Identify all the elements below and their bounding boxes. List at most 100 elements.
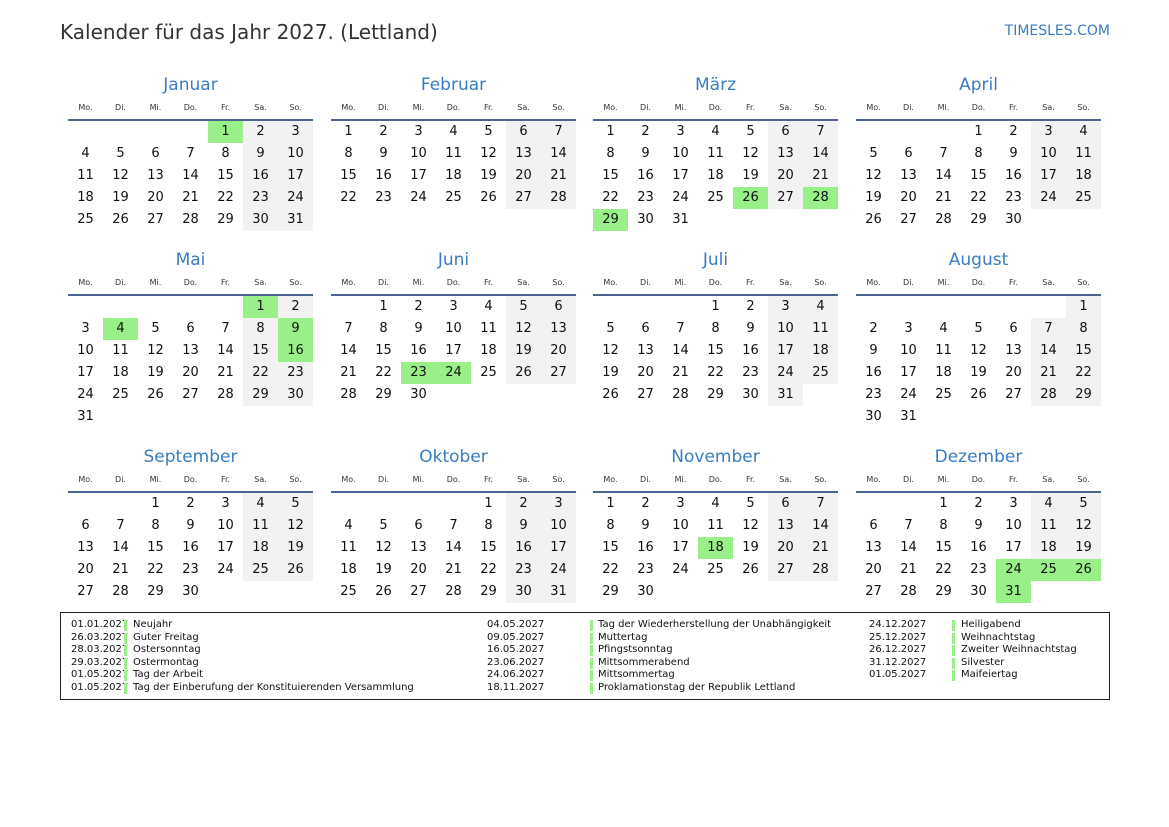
day-cell[interactable]: 3 <box>676 124 685 139</box>
day-cell[interactable]: 13 <box>506 143 541 165</box>
day-cell[interactable]: 12 <box>1066 515 1101 537</box>
day-cell[interactable]: 14 <box>541 143 576 165</box>
day-cell[interactable]: 12 <box>742 518 759 533</box>
day-cell[interactable]: 13 <box>77 540 94 555</box>
day-cell[interactable]: 21 <box>340 365 357 380</box>
day-cell[interactable]: 29 <box>602 584 619 599</box>
day-cell[interactable]: 10 <box>768 318 803 340</box>
day-cell[interactable]: 20 <box>77 562 94 577</box>
day-cell[interactable]: 6 <box>506 121 541 143</box>
day-cell[interactable]: 3 <box>1031 121 1066 143</box>
day-cell[interactable]: 14 <box>182 168 199 183</box>
day-cell[interactable]: 8 <box>606 146 615 161</box>
day-cell[interactable]: 6 <box>1009 321 1018 336</box>
day-cell[interactable]: 23 <box>865 387 882 402</box>
day-cell[interactable]: 1 <box>939 496 948 511</box>
day-cell[interactable]: 18 <box>445 168 462 183</box>
day-cell[interactable]: 27 <box>147 212 164 227</box>
day-cell[interactable]: 17 <box>1005 540 1022 555</box>
day-cell[interactable]: 18 <box>243 537 278 559</box>
day-cell[interactable]: 18 <box>112 365 129 380</box>
day-cell[interactable]: 11 <box>935 343 952 358</box>
day-cell[interactable]: 23 <box>742 365 759 380</box>
day-cell[interactable]: 5 <box>151 321 160 336</box>
day-cell[interactable]: 10 <box>1005 518 1022 533</box>
day-cell[interactable]: 8 <box>344 146 353 161</box>
day-cell[interactable]: 27 <box>1005 387 1022 402</box>
day-cell[interactable]: 11 <box>77 168 94 183</box>
day-cell[interactable]: 3 <box>81 321 90 336</box>
day-cell[interactable]: 15 <box>147 540 164 555</box>
holiday-day-cell[interactable]: 18 <box>698 537 733 559</box>
day-cell[interactable]: 16 <box>742 343 759 358</box>
day-cell[interactable]: 5 <box>506 296 541 318</box>
day-cell[interactable]: 19 <box>970 365 987 380</box>
day-cell[interactable]: 22 <box>602 190 619 205</box>
day-cell[interactable]: 12 <box>480 146 497 161</box>
day-cell[interactable]: 28 <box>803 559 838 581</box>
day-cell[interactable]: 30 <box>637 212 654 227</box>
day-cell[interactable]: 14 <box>340 343 357 358</box>
day-cell[interactable]: 12 <box>375 540 392 555</box>
day-cell[interactable]: 24 <box>541 559 576 581</box>
day-cell[interactable]: 30 <box>970 584 987 599</box>
day-cell[interactable]: 24 <box>672 190 689 205</box>
day-cell[interactable]: 28 <box>340 387 357 402</box>
day-cell[interactable]: 13 <box>541 318 576 340</box>
day-cell[interactable]: 15 <box>602 168 619 183</box>
day-cell[interactable]: 26 <box>480 190 497 205</box>
holiday-day-cell[interactable]: 24 <box>996 559 1031 581</box>
day-cell[interactable]: 11 <box>1031 515 1066 537</box>
day-cell[interactable]: 25 <box>707 190 724 205</box>
day-cell[interactable]: 4 <box>803 296 838 318</box>
day-cell[interactable]: 1 <box>344 124 353 139</box>
day-cell[interactable]: 16 <box>506 537 541 559</box>
day-cell[interactable]: 11 <box>340 540 357 555</box>
day-cell[interactable]: 28 <box>900 584 917 599</box>
day-cell[interactable]: 27 <box>410 584 427 599</box>
day-cell[interactable]: 3 <box>1009 496 1018 511</box>
day-cell[interactable]: 1 <box>379 299 388 314</box>
day-cell[interactable]: 20 <box>506 165 541 187</box>
day-cell[interactable]: 29 <box>375 387 392 402</box>
day-cell[interactable]: 13 <box>147 168 164 183</box>
day-cell[interactable]: 1 <box>606 496 615 511</box>
day-cell[interactable]: 12 <box>602 343 619 358</box>
day-cell[interactable]: 4 <box>81 146 90 161</box>
day-cell[interactable]: 5 <box>746 496 755 511</box>
day-cell[interactable]: 15 <box>375 343 392 358</box>
day-cell[interactable]: 21 <box>803 165 838 187</box>
day-cell[interactable]: 21 <box>935 190 952 205</box>
day-cell[interactable]: 1 <box>1066 296 1101 318</box>
day-cell[interactable]: 17 <box>445 343 462 358</box>
day-cell[interactable]: 20 <box>768 165 803 187</box>
day-cell[interactable]: 27 <box>506 187 541 209</box>
day-cell[interactable]: 18 <box>340 562 357 577</box>
day-cell[interactable]: 11 <box>445 146 462 161</box>
day-cell[interactable]: 31 <box>541 581 576 603</box>
day-cell[interactable]: 17 <box>672 540 689 555</box>
day-cell[interactable]: 26 <box>506 362 541 384</box>
day-cell[interactable]: 5 <box>484 124 493 139</box>
day-cell[interactable]: 27 <box>768 559 803 581</box>
day-cell[interactable]: 16 <box>410 343 427 358</box>
day-cell[interactable]: 13 <box>637 343 654 358</box>
day-cell[interactable]: 24 <box>410 190 427 205</box>
day-cell[interactable]: 30 <box>278 384 313 406</box>
day-cell[interactable]: 10 <box>900 343 917 358</box>
day-cell[interactable]: 8 <box>711 321 720 336</box>
day-cell[interactable]: 28 <box>541 187 576 209</box>
holiday-day-cell[interactable]: 24 <box>436 362 471 384</box>
day-cell[interactable]: 1 <box>151 496 160 511</box>
holiday-day-cell[interactable]: 1 <box>208 121 243 143</box>
day-cell[interactable]: 28 <box>182 212 199 227</box>
day-cell[interactable]: 24 <box>900 387 917 402</box>
day-cell[interactable]: 13 <box>768 515 803 537</box>
day-cell[interactable]: 25 <box>340 584 357 599</box>
day-cell[interactable]: 5 <box>1066 493 1101 515</box>
day-cell[interactable]: 23 <box>375 190 392 205</box>
day-cell[interactable]: 25 <box>112 387 129 402</box>
day-cell[interactable]: 9 <box>243 143 278 165</box>
day-cell[interactable]: 22 <box>147 562 164 577</box>
day-cell[interactable]: 2 <box>186 496 195 511</box>
